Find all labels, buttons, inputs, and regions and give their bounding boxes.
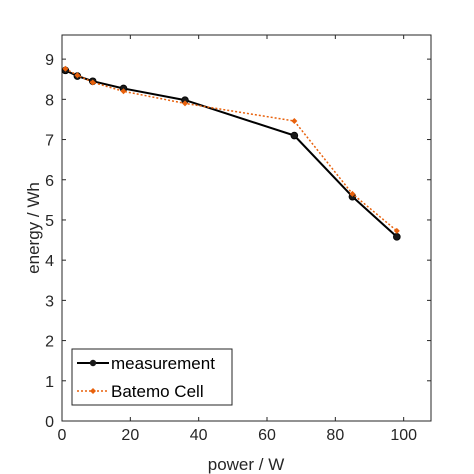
series-line-batemo-cell <box>65 68 398 232</box>
x-tick-label-100: 100 <box>390 427 417 444</box>
y-tick-label-8: 8 <box>45 92 54 109</box>
y-tick-label-2: 2 <box>45 334 54 351</box>
x-tick-label-60: 60 <box>258 427 276 444</box>
x-tick-label-20: 20 <box>121 427 139 444</box>
axis-tick-labels: 0 20 40 60 80 100 0 1 2 3 4 5 6 7 8 9 <box>45 52 417 444</box>
point-batemo-cell-2 <box>89 79 96 86</box>
point-batemo-cell-4 <box>182 100 188 107</box>
legend: measurement Batemo Cell <box>71 348 233 406</box>
x-tick-label-0: 0 <box>58 427 67 444</box>
point-batemo-cell-0 <box>62 65 69 72</box>
y-tick-label-1: 1 <box>45 374 54 391</box>
point-batemo-cell-1 <box>74 72 81 79</box>
y-tick-label-9: 9 <box>45 52 54 69</box>
y-tick-label-0: 0 <box>45 414 54 431</box>
axis-ticks <box>61 35 431 422</box>
x-axis-label: power / W <box>208 455 285 474</box>
x-tick-label-80: 80 <box>326 427 344 444</box>
series-layer <box>61 65 401 241</box>
point-measurement-7 <box>393 233 401 241</box>
y-axis-label: energy / Wh <box>24 182 43 274</box>
point-batemo-cell-7 <box>393 227 400 234</box>
y-tick-label-4: 4 <box>45 253 54 270</box>
x-tick-label-40: 40 <box>190 427 208 444</box>
point-batemo-cell-5 <box>291 118 298 125</box>
legend-label-measurement: measurement <box>111 354 215 373</box>
legend-label-batemo-cell: Batemo Cell <box>111 382 204 401</box>
point-batemo-cell-6 <box>349 190 356 197</box>
y-tick-label-6: 6 <box>45 173 54 190</box>
legend-marker-measurement <box>89 359 97 367</box>
legend-box <box>71 348 233 406</box>
y-tick-label-3: 3 <box>45 293 54 310</box>
legend-marker-batemo-cell <box>90 388 96 394</box>
y-tick-label-5: 5 <box>45 213 54 230</box>
point-measurement-5 <box>290 131 299 140</box>
point-batemo-cell-3 <box>120 88 127 95</box>
y-tick-label-7: 7 <box>45 133 54 150</box>
